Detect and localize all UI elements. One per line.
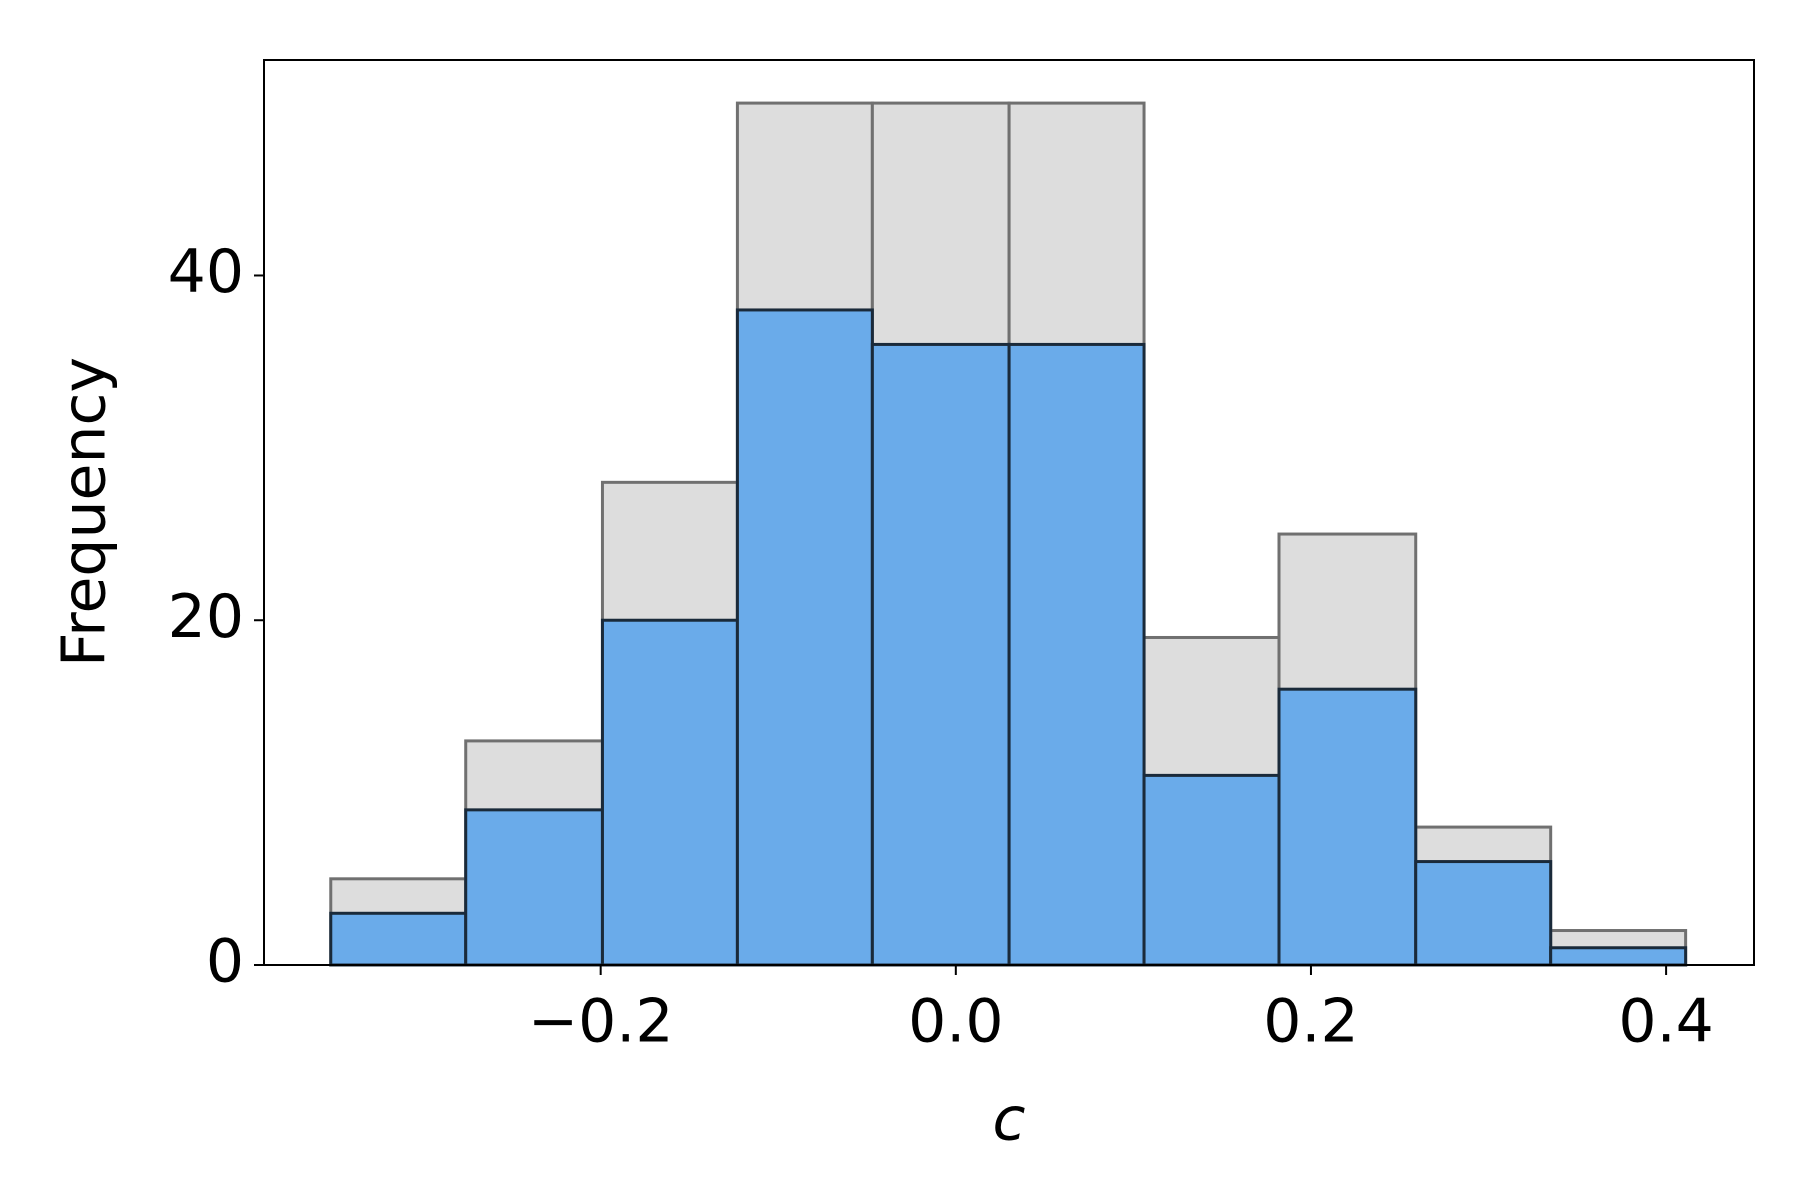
y-axis-label: Frequency: [50, 357, 120, 667]
histogram-bar: [600, 618, 739, 967]
histogram-bar: [329, 911, 468, 967]
x-tick-label: 0.4: [1618, 987, 1713, 1057]
histogram-bar: [1549, 946, 1688, 967]
y-tick-label: 0: [206, 927, 244, 997]
histogram-bar: [464, 808, 604, 967]
x-axis-label: c: [993, 1085, 1026, 1155]
y-tick-label: 40: [168, 237, 244, 307]
histogram-bar: [1007, 342, 1146, 967]
histogram-bar: [870, 342, 1011, 967]
x-tick-label: 0.0: [908, 987, 1003, 1057]
plot-frame: [263, 59, 1755, 966]
x-tick-label: −0.2: [528, 987, 674, 1057]
histogram-bar: [1277, 687, 1418, 967]
x-tick-label: 0.2: [1263, 987, 1358, 1057]
y-tick-label: 20: [168, 582, 244, 652]
histogram-bar: [735, 308, 874, 967]
histogram-bar: [1142, 773, 1281, 967]
histogram-bar: [1414, 860, 1553, 967]
